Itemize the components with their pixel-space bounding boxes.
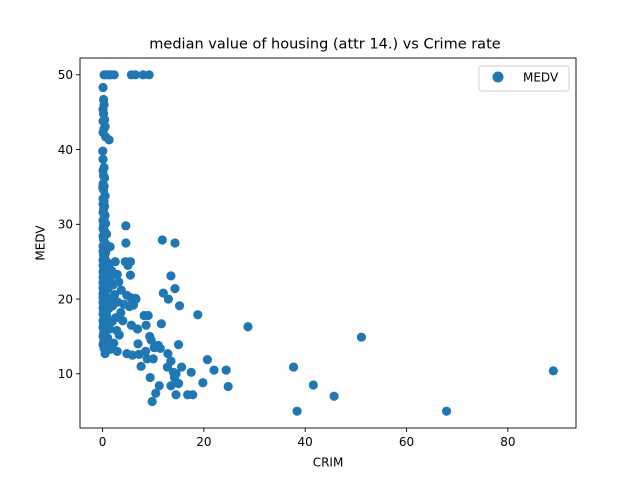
data-point [188, 390, 198, 400]
data-point [143, 310, 153, 321]
data-point [136, 361, 146, 371]
data-point [170, 238, 180, 248]
data-point [147, 396, 157, 407]
data-point [171, 390, 181, 400]
legend: MEDV [478, 65, 570, 92]
data-point [202, 355, 213, 365]
x-axis-label: CRIM [313, 456, 344, 470]
data-point [148, 354, 158, 364]
data-point [158, 288, 168, 298]
data-point [133, 339, 143, 349]
data-point [171, 369, 181, 379]
data-point [156, 319, 166, 329]
legend-marker [492, 71, 504, 83]
data-point [98, 146, 108, 156]
x-tick-label: 40 [298, 435, 313, 449]
data-point [163, 349, 173, 359]
data-point [154, 381, 164, 391]
data-point [145, 372, 155, 383]
data-point [329, 391, 339, 401]
data-point [151, 388, 161, 398]
legend-box [478, 65, 570, 92]
legend-label: MEDV [523, 71, 559, 85]
data-point [123, 260, 133, 271]
data-point [112, 269, 122, 279]
data-point [186, 367, 196, 377]
data-point [109, 70, 119, 80]
y-tick-label: 10 [58, 367, 73, 381]
data-point [132, 324, 143, 334]
data-point [155, 343, 165, 353]
data-point [157, 235, 167, 245]
data-point [114, 330, 124, 340]
points-layer [98, 70, 558, 416]
chart-title: median value of housing (attr 14.) vs Cr… [149, 37, 500, 53]
x-tick-label: 80 [500, 435, 515, 449]
data-point [128, 300, 139, 310]
data-point [176, 362, 187, 372]
data-point [166, 381, 176, 391]
data-point [121, 238, 131, 248]
y-axis-label: MEDV [34, 225, 48, 261]
data-point [209, 365, 219, 375]
y-tick-label: 20 [58, 292, 73, 306]
data-point [173, 378, 184, 389]
data-point [146, 335, 156, 345]
data-point [198, 378, 208, 388]
data-point [162, 362, 172, 372]
data-point [193, 310, 203, 320]
data-point [163, 294, 174, 304]
data-point [125, 270, 136, 280]
x-tick-label: 0 [99, 435, 107, 449]
x-tick-label: 20 [196, 435, 211, 449]
data-point [356, 332, 367, 342]
data-point [104, 135, 114, 145]
data-point [170, 284, 180, 294]
data-point [548, 366, 558, 376]
ticks-layer: 0 20 40 60 80 10 20 30 40 50 [58, 68, 516, 449]
data-point [121, 221, 131, 231]
data-point [141, 320, 151, 330]
data-point [288, 362, 299, 372]
data-point [173, 340, 184, 350]
data-point [130, 70, 141, 80]
data-point [243, 322, 253, 332]
data-point [110, 257, 120, 267]
data-point [144, 70, 154, 80]
y-tick-label: 30 [58, 218, 73, 232]
data-point [100, 349, 110, 359]
data-point [223, 381, 233, 392]
data-point [441, 406, 452, 416]
data-point [166, 271, 176, 281]
data-point [308, 380, 318, 390]
data-point [98, 154, 108, 164]
y-tick-label: 40 [58, 143, 73, 157]
x-tick-label: 60 [399, 435, 414, 449]
data-point [118, 316, 128, 326]
data-point [112, 346, 122, 356]
plot-frame [79, 57, 577, 429]
data-point [221, 365, 231, 375]
data-point [98, 82, 108, 93]
y-tick-label: 50 [58, 68, 73, 82]
data-point [141, 346, 151, 356]
data-point [292, 406, 302, 416]
data-point [174, 301, 185, 311]
